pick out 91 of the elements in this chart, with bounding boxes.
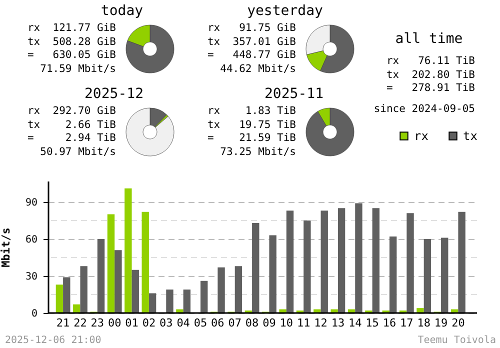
y-tick-label: 90	[25, 197, 38, 208]
bar	[320, 210, 328, 313]
text: = 278.91 TiB	[385, 82, 475, 96]
y-tick-label: 60	[25, 234, 38, 246]
text: 73.25 Mbit/s	[219, 146, 296, 159]
x-tick-label: 20	[452, 316, 465, 330]
x-tick-label: 23	[90, 316, 104, 330]
text: all time	[395, 31, 463, 47]
bar	[441, 238, 448, 313]
x-tick-label: 02	[142, 316, 156, 330]
chart-title: 2025-11	[264, 86, 324, 102]
text: rx 91.75 GiB	[206, 22, 296, 36]
bar	[252, 222, 260, 313]
chart-title: today	[100, 3, 144, 19]
bar	[269, 235, 276, 313]
x-tick-label: 15	[366, 316, 379, 330]
x-tick-label: 06	[211, 316, 224, 330]
text: = 448.77 GiB	[206, 49, 296, 62]
donut-slice	[126, 24, 174, 74]
text: rx 121.77 GiB	[26, 22, 116, 36]
bar	[124, 188, 132, 313]
bar	[218, 267, 225, 313]
bar	[166, 290, 174, 313]
x-tick-label: 22	[74, 316, 87, 330]
x-tick-label: 18	[417, 316, 430, 330]
bar	[406, 213, 414, 313]
text: tx 202.80 TiB	[385, 68, 475, 82]
bar	[416, 308, 424, 313]
bar	[107, 214, 115, 313]
x-tick-label: 16	[382, 316, 396, 330]
bar	[114, 250, 122, 313]
x-tick-label: 12	[314, 316, 328, 330]
text: = 21.59 TiB	[206, 132, 296, 146]
x-tick-label: 14	[348, 316, 362, 330]
bar	[372, 208, 380, 313]
bar	[97, 238, 105, 313]
y-tick-label: 30	[25, 271, 38, 282]
bar	[286, 210, 294, 313]
text: 50.97 Mbit/s	[39, 146, 116, 159]
text: tx 19.75 TiB	[206, 118, 296, 132]
chart-title: 2025-12	[84, 86, 144, 102]
x-tick-label: 05	[194, 316, 208, 330]
y-axis-title: Mbit/s	[0, 228, 12, 268]
text: 44.62 Mbit/s	[219, 62, 296, 76]
x-tick-label: 21	[56, 316, 70, 330]
x-tick-label: 03	[160, 316, 173, 330]
bar	[458, 212, 466, 313]
chart-title: yesterday	[247, 3, 323, 19]
x-tick-label: 13	[331, 316, 345, 330]
legend-label: tx	[463, 129, 478, 143]
text: = 2.94 TiB	[26, 132, 116, 146]
x-tick-label: 01	[125, 316, 138, 330]
x-tick-label: 00	[108, 316, 122, 330]
x-tick-label: 07	[228, 316, 242, 330]
bar	[148, 293, 156, 313]
text: Teemu Toivola	[418, 335, 496, 346]
text: tx 2.66 TiB	[26, 118, 116, 132]
bar	[338, 208, 346, 313]
x-tick-label: 09	[262, 316, 276, 330]
bar	[234, 266, 242, 313]
legend-label: rx	[414, 129, 428, 143]
bar	[304, 220, 311, 313]
bar	[200, 280, 208, 313]
bar	[63, 277, 70, 313]
bar	[183, 290, 191, 313]
x-tick-label: 10	[280, 316, 294, 330]
text: tx 508.28 GiB	[26, 36, 116, 49]
text: tx 357.01 GiB	[206, 36, 296, 49]
donut-slice	[126, 108, 174, 156]
bar	[132, 270, 139, 313]
bar	[389, 236, 397, 313]
bar	[424, 238, 432, 313]
text: = 630.05 GiB	[26, 49, 116, 62]
bar	[56, 284, 64, 313]
text: 2025-12-06 21:00	[5, 335, 102, 346]
y-tick-label: 0	[31, 308, 38, 320]
text: rx 1.83 TiB	[206, 105, 296, 118]
x-tick-label: 04	[176, 316, 190, 330]
x-tick-label: 19	[434, 316, 448, 330]
bar	[80, 266, 88, 313]
donut-slice	[306, 108, 354, 156]
text: rx 76.11 TiB	[385, 55, 475, 68]
bar	[355, 203, 362, 313]
bar	[142, 212, 149, 313]
text: since 2024-09-05	[372, 102, 475, 116]
x-tick-label: 11	[296, 316, 310, 330]
bar	[73, 304, 80, 313]
text: 71.59 Mbit/s	[39, 62, 116, 76]
x-tick-label: 08	[245, 316, 259, 330]
x-tick-label: 17	[400, 316, 414, 330]
text: rx 292.70 GiB	[26, 105, 116, 118]
